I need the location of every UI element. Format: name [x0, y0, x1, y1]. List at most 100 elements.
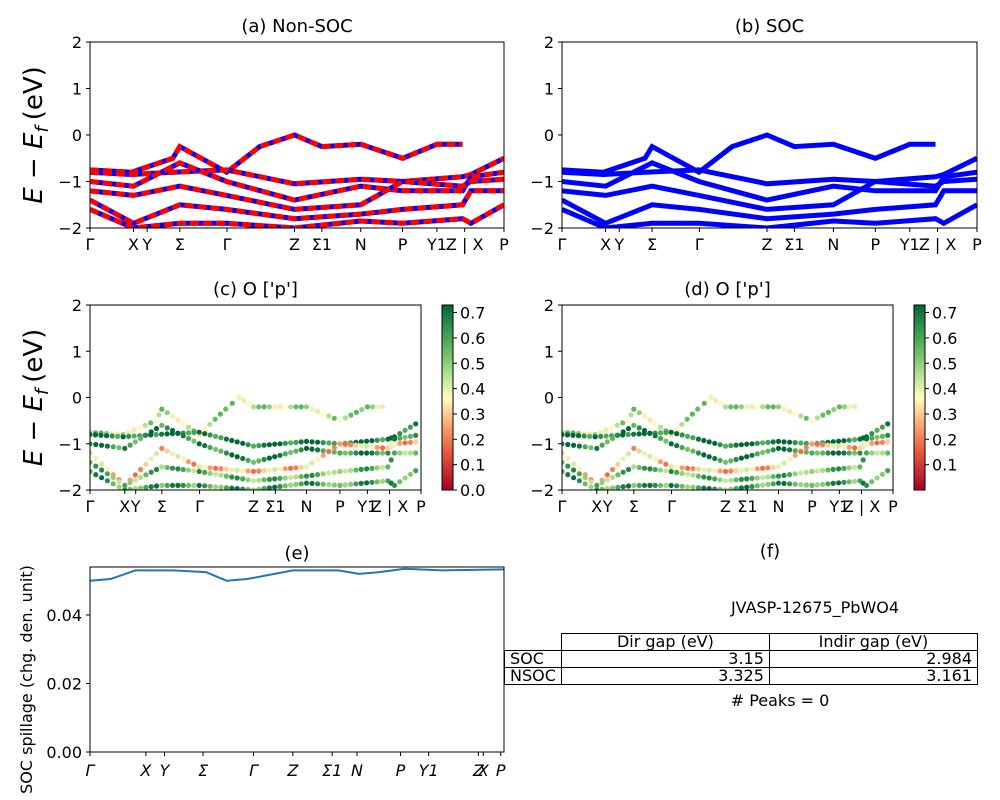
- band-point: [256, 458, 262, 464]
- band-point: [712, 476, 718, 482]
- band-point: [846, 437, 852, 443]
- band-point: [712, 455, 718, 462]
- band-line: [562, 202, 977, 228]
- band-point: [374, 450, 380, 456]
- x-tick-label: Σ1: [784, 235, 804, 254]
- band-point: [636, 410, 642, 416]
- band-point: [598, 429, 604, 435]
- band-point: [647, 466, 653, 472]
- band-point: [620, 420, 626, 426]
- band-point: [760, 465, 766, 471]
- x-tick-label: P: [396, 761, 406, 780]
- panel-c: 210−1−2Γ X Y Σ Γ Z Σ1 N P Y1Z | X P(c) O ['p']E − …: [19, 279, 426, 516]
- colorbar-bar: [441, 304, 454, 491]
- band-point: [803, 469, 809, 475]
- band-point: [701, 474, 707, 480]
- band-point: [266, 476, 272, 482]
- x-tick-label: P: [496, 761, 506, 780]
- band-point: [571, 467, 577, 473]
- x-tick-label: Γ: [86, 235, 95, 254]
- band-point: [207, 444, 213, 451]
- band-point: [353, 450, 359, 456]
- band-point: [846, 479, 852, 485]
- band-point: [143, 472, 149, 478]
- band-point: [212, 446, 219, 452]
- x-tick-label: Y: [160, 761, 171, 780]
- band-point: [657, 424, 664, 430]
- band-point: [625, 431, 631, 438]
- band-point: [342, 482, 348, 488]
- band-point: [701, 400, 707, 406]
- band-point: [641, 413, 648, 419]
- band-point: [576, 471, 583, 477]
- band-point: [240, 476, 246, 482]
- x-tick-label: Y1: [426, 235, 447, 254]
- band-point: [388, 457, 394, 463]
- band-point: [647, 453, 653, 459]
- band-point: [684, 416, 690, 422]
- band-point: [364, 466, 370, 472]
- band-point: [701, 452, 707, 458]
- band-point: [587, 433, 593, 439]
- x-tick-label: Σ: [629, 497, 639, 516]
- band-point: [245, 457, 251, 463]
- band-point: [407, 450, 413, 456]
- band-point: [326, 482, 332, 488]
- band-point: [820, 412, 826, 418]
- band-point: [229, 467, 235, 473]
- band-point: [138, 485, 144, 490]
- x-tick-label: P: [972, 235, 982, 254]
- band-point: [576, 443, 583, 449]
- x-tick-label: Σ1: [737, 497, 757, 516]
- x-tick-label: P: [870, 235, 880, 254]
- band-point: [320, 448, 326, 454]
- band-point: [852, 464, 858, 470]
- band-point: [565, 441, 571, 448]
- band-point: [652, 482, 658, 488]
- band-point: [733, 486, 739, 490]
- band-point: [738, 467, 745, 473]
- band-point: [127, 480, 133, 486]
- band-point: [380, 404, 386, 410]
- band-point: [744, 484, 750, 490]
- band-point: [272, 484, 278, 490]
- band-point: [303, 445, 310, 451]
- band-point: [293, 448, 299, 454]
- band-point: [256, 486, 262, 490]
- band-point: [663, 438, 669, 444]
- band-point: [857, 450, 863, 456]
- band-point: [320, 411, 326, 417]
- band-point: [836, 438, 842, 444]
- band-point: [712, 468, 718, 474]
- band-point: [261, 468, 267, 474]
- band-point: [679, 421, 685, 427]
- y-tick-label: 0: [544, 389, 554, 408]
- band-point: [246, 401, 252, 407]
- band-point: [229, 400, 235, 406]
- band-point: [391, 450, 398, 456]
- band-point: [631, 406, 637, 412]
- band-point: [303, 404, 310, 410]
- band-point: [869, 450, 875, 456]
- band-point: [169, 465, 176, 471]
- band-point: [331, 482, 337, 488]
- band-point: [690, 472, 696, 478]
- band-point: [668, 482, 674, 488]
- colorbar-tick-label: 0.7: [460, 304, 485, 323]
- band-point: [695, 473, 702, 479]
- band-point: [564, 432, 571, 438]
- band-point: [116, 445, 122, 451]
- band-point: [657, 467, 664, 473]
- band-point: [143, 461, 149, 467]
- band-point: [582, 481, 588, 487]
- band-point: [836, 404, 843, 410]
- band-point: [841, 438, 847, 444]
- band-point: [636, 425, 642, 431]
- panel-d: 210−1−2Γ X Y Σ Γ Z Σ1 N P Y1Z | X P(d) O ['p']: [530, 279, 898, 516]
- x-tick-label: N: [351, 761, 363, 780]
- band-point: [814, 482, 820, 488]
- band-point: [315, 456, 321, 462]
- band-point: [191, 461, 197, 467]
- band-point: [722, 443, 729, 449]
- band-point: [690, 448, 696, 454]
